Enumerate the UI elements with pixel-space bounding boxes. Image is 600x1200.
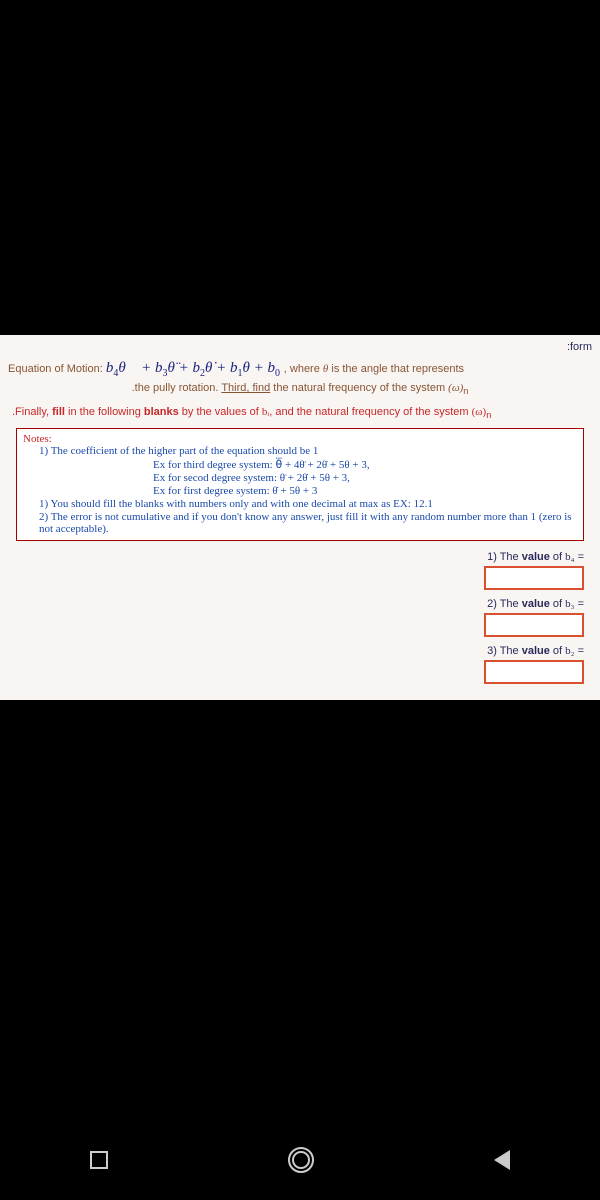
finally-instruction: .Finally, fill in the following blanks b… bbox=[8, 406, 592, 420]
notes-item-1: 1) The coefficient of the higher part of… bbox=[23, 445, 577, 457]
equation-label: Equation of Motion: bbox=[8, 363, 106, 375]
notes-example-1: Ex for third degree system: θ⃛ + 4θ̈ + 2… bbox=[23, 458, 577, 471]
answer-label-b2: 3) The value of b₂ = bbox=[358, 645, 584, 657]
notes-item-2: 1) You should fill the blanks with numbe… bbox=[23, 498, 577, 510]
nav-home-inner-icon bbox=[292, 1151, 310, 1169]
nav-back-button[interactable] bbox=[494, 1150, 510, 1170]
notes-example-3: Ex for first degree system: θ̇ + 5θ + 3 bbox=[23, 485, 577, 497]
equation-of-motion: Equation of Motion: b4θ⃛ + b3θ̈ + b2θ̇ +… bbox=[8, 359, 592, 379]
nav-recent-button[interactable] bbox=[90, 1151, 108, 1169]
input-b2[interactable] bbox=[484, 660, 584, 684]
equation-suffix: , where θ is the angle that represents bbox=[284, 363, 464, 375]
input-b3[interactable] bbox=[484, 613, 584, 637]
form-header: :form bbox=[8, 341, 592, 353]
answer-row-b2: 3) The value of b₂ = bbox=[358, 645, 584, 684]
form-content: :form Equation of Motion: b4θ⃛ + b3θ̈ + … bbox=[0, 335, 600, 700]
answer-section: 1) The value of b₄ = 2) The value of b₃ … bbox=[8, 551, 592, 684]
equation-formula: b4θ⃛ + b3θ̈ + b2θ̇ + b1θ + b0 bbox=[106, 360, 284, 376]
notes-item-3: 2) The error is not cumulative and if yo… bbox=[23, 511, 577, 535]
notes-box: Notes: 1) The coefficient of the higher … bbox=[16, 428, 584, 541]
answer-label-b3: 2) The value of b₃ = bbox=[358, 598, 584, 610]
input-b4[interactable] bbox=[484, 566, 584, 590]
answer-label-b4: 1) The value of b₄ = bbox=[358, 551, 584, 563]
answer-row-b4: 1) The value of b₄ = bbox=[358, 551, 584, 590]
answer-row-b3: 2) The value of b₃ = bbox=[358, 598, 584, 637]
nav-home-button[interactable] bbox=[288, 1147, 314, 1173]
equation-subtext: .the pully rotation. Third, find the nat… bbox=[8, 382, 592, 396]
notes-example-2: Ex for secod degree system: θ̈ + 2θ̇ + 5… bbox=[23, 472, 577, 484]
notes-title: Notes: bbox=[23, 433, 577, 445]
android-nav-bar bbox=[0, 1140, 600, 1180]
notes-list: 1) The coefficient of the higher part of… bbox=[23, 445, 577, 535]
